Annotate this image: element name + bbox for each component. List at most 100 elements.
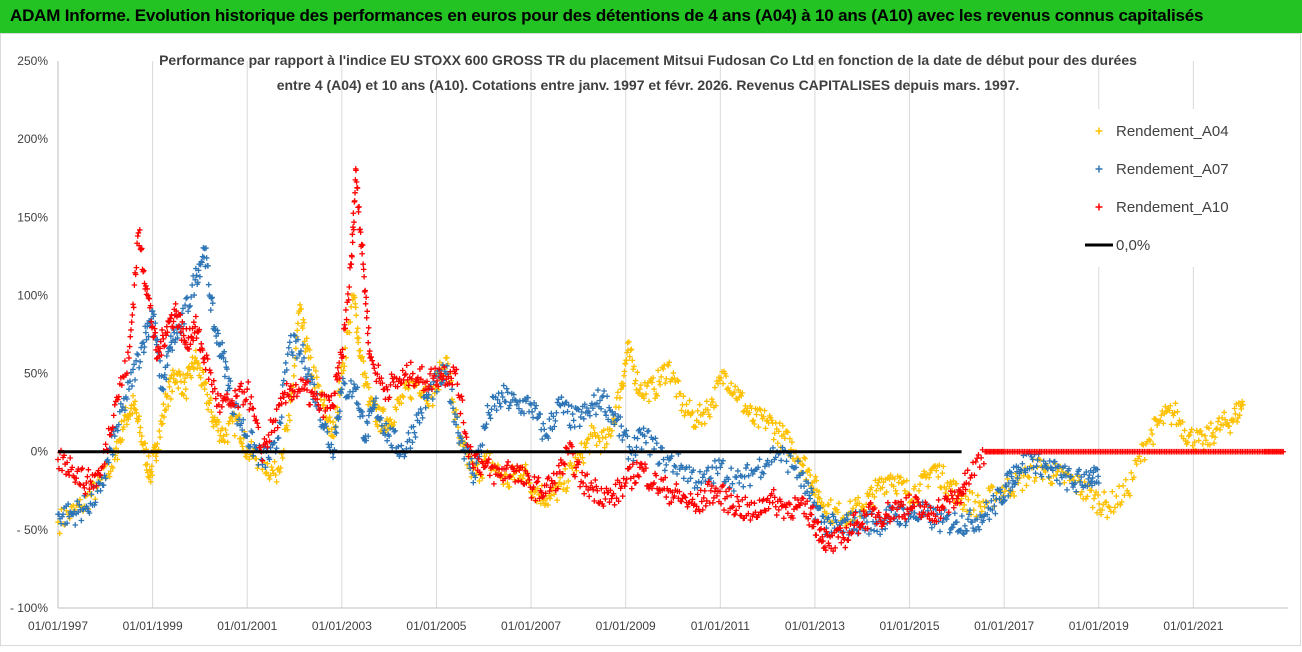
data-point-fill: [419, 415, 426, 421]
data-point-fill: [775, 507, 782, 513]
data-point-fill: [486, 456, 492, 462]
data-point-fill: [596, 438, 603, 445]
data-point: [939, 519, 946, 525]
data-point-fill: [158, 352, 165, 358]
data-point-fill: [644, 383, 650, 389]
data-point-fill: [670, 370, 677, 376]
data-point-fill: [247, 443, 254, 450]
data-point-fill: [552, 418, 559, 424]
data-point-fill: [1068, 473, 1074, 480]
data-point-fill: [997, 486, 1003, 493]
data-point-fill: [284, 427, 291, 433]
data-point-fill: [760, 496, 767, 503]
data-point-fill: [914, 496, 921, 502]
data-point-fill: [209, 300, 216, 306]
data-point-fill: [282, 360, 289, 366]
data-point-fill: [336, 360, 342, 366]
data-point-fill: [183, 395, 190, 402]
data-point-fill: [210, 423, 217, 430]
data-point-fill: [246, 456, 253, 463]
data-point-fill: [130, 301, 136, 308]
data-point-fill: [411, 429, 418, 436]
data-point-fill: [255, 424, 262, 431]
data-point-fill: [843, 524, 850, 531]
data-point: [301, 386, 307, 392]
data-point-fill: [279, 455, 286, 461]
data-point-fill: [1118, 499, 1125, 505]
data-point-fill: [875, 479, 882, 486]
data-point-fill: [276, 469, 283, 475]
data-point-fill: [1096, 501, 1102, 507]
data-point-fill: [180, 371, 186, 378]
data-point-fill: [143, 329, 149, 336]
data-point-fill: [539, 436, 546, 442]
data-point-fill: [692, 424, 699, 431]
data-point-fill: [311, 381, 317, 388]
data-point-fill: [505, 405, 512, 412]
data-point-fill: [1026, 474, 1032, 481]
data-point-fill: [185, 308, 191, 315]
y-tick-label: 0%: [31, 445, 49, 459]
data-point-fill: [710, 399, 716, 405]
data-point-fill: [355, 209, 362, 215]
data-point-fill: [429, 396, 436, 402]
data-point-fill: [735, 468, 741, 474]
data-point-fill: [199, 259, 205, 266]
data-point-fill: [1056, 463, 1062, 470]
data-point-fill: [160, 401, 167, 408]
data-point: [580, 480, 586, 486]
x-tick-label: 01/01/2009: [596, 619, 656, 633]
data-point: [599, 394, 605, 400]
data-point-fill: [150, 334, 157, 341]
data-point-fill: [551, 423, 558, 430]
data-point-fill: [1121, 492, 1128, 499]
data-point-fill: [164, 362, 171, 368]
data-point-fill: [892, 487, 899, 494]
data-point-fill: [346, 284, 353, 290]
data-point-fill: [93, 483, 100, 489]
data-point-fill: [116, 393, 122, 400]
data-point-fill: [738, 393, 745, 399]
data-point-fill: [326, 444, 333, 451]
data-point: [665, 362, 672, 369]
data-point-fill: [751, 500, 758, 507]
data-point-fill: [1077, 491, 1084, 498]
data-point-fill: [990, 492, 997, 499]
data-point-fill: [880, 479, 887, 485]
data-point-fill: [168, 311, 175, 318]
data-point-fill: [633, 444, 640, 451]
data-point-fill: [127, 378, 133, 384]
data-point-fill: [219, 425, 226, 432]
data-point-fill: [595, 387, 601, 393]
data-point-fill: [299, 325, 306, 331]
data-point: [55, 456, 61, 463]
data-point-fill: [494, 396, 501, 403]
data-point-fill: [193, 347, 199, 354]
data-point-fill: [585, 435, 592, 442]
data-point-fill: [161, 343, 167, 350]
data-point-fill: [186, 346, 192, 352]
data-point-fill: [558, 394, 565, 400]
data-point-fill: [591, 498, 598, 504]
data-point-fill: [980, 517, 987, 524]
data-point-fill: [852, 497, 858, 503]
data-point: [83, 480, 90, 486]
data-point-fill: [148, 463, 155, 469]
data-point-fill: [762, 425, 769, 432]
data-point-fill: [84, 505, 91, 512]
data-point-fill: [1131, 474, 1137, 481]
data-point-fill: [444, 363, 450, 369]
data-point-fill: [598, 485, 605, 492]
data-point-fill: [720, 380, 726, 387]
data-point-fill: [268, 429, 275, 436]
data-point-fill: [590, 425, 597, 431]
data-point-fill: [1162, 403, 1169, 410]
data-point: [750, 417, 757, 424]
data-point-fill: [64, 459, 70, 466]
data-point-fill: [697, 468, 703, 475]
data-point-fill: [775, 428, 782, 435]
data-point-fill: [408, 396, 415, 402]
data-point-fill: [833, 519, 840, 525]
data-point-fill: [368, 354, 375, 360]
data-point: [651, 386, 657, 392]
